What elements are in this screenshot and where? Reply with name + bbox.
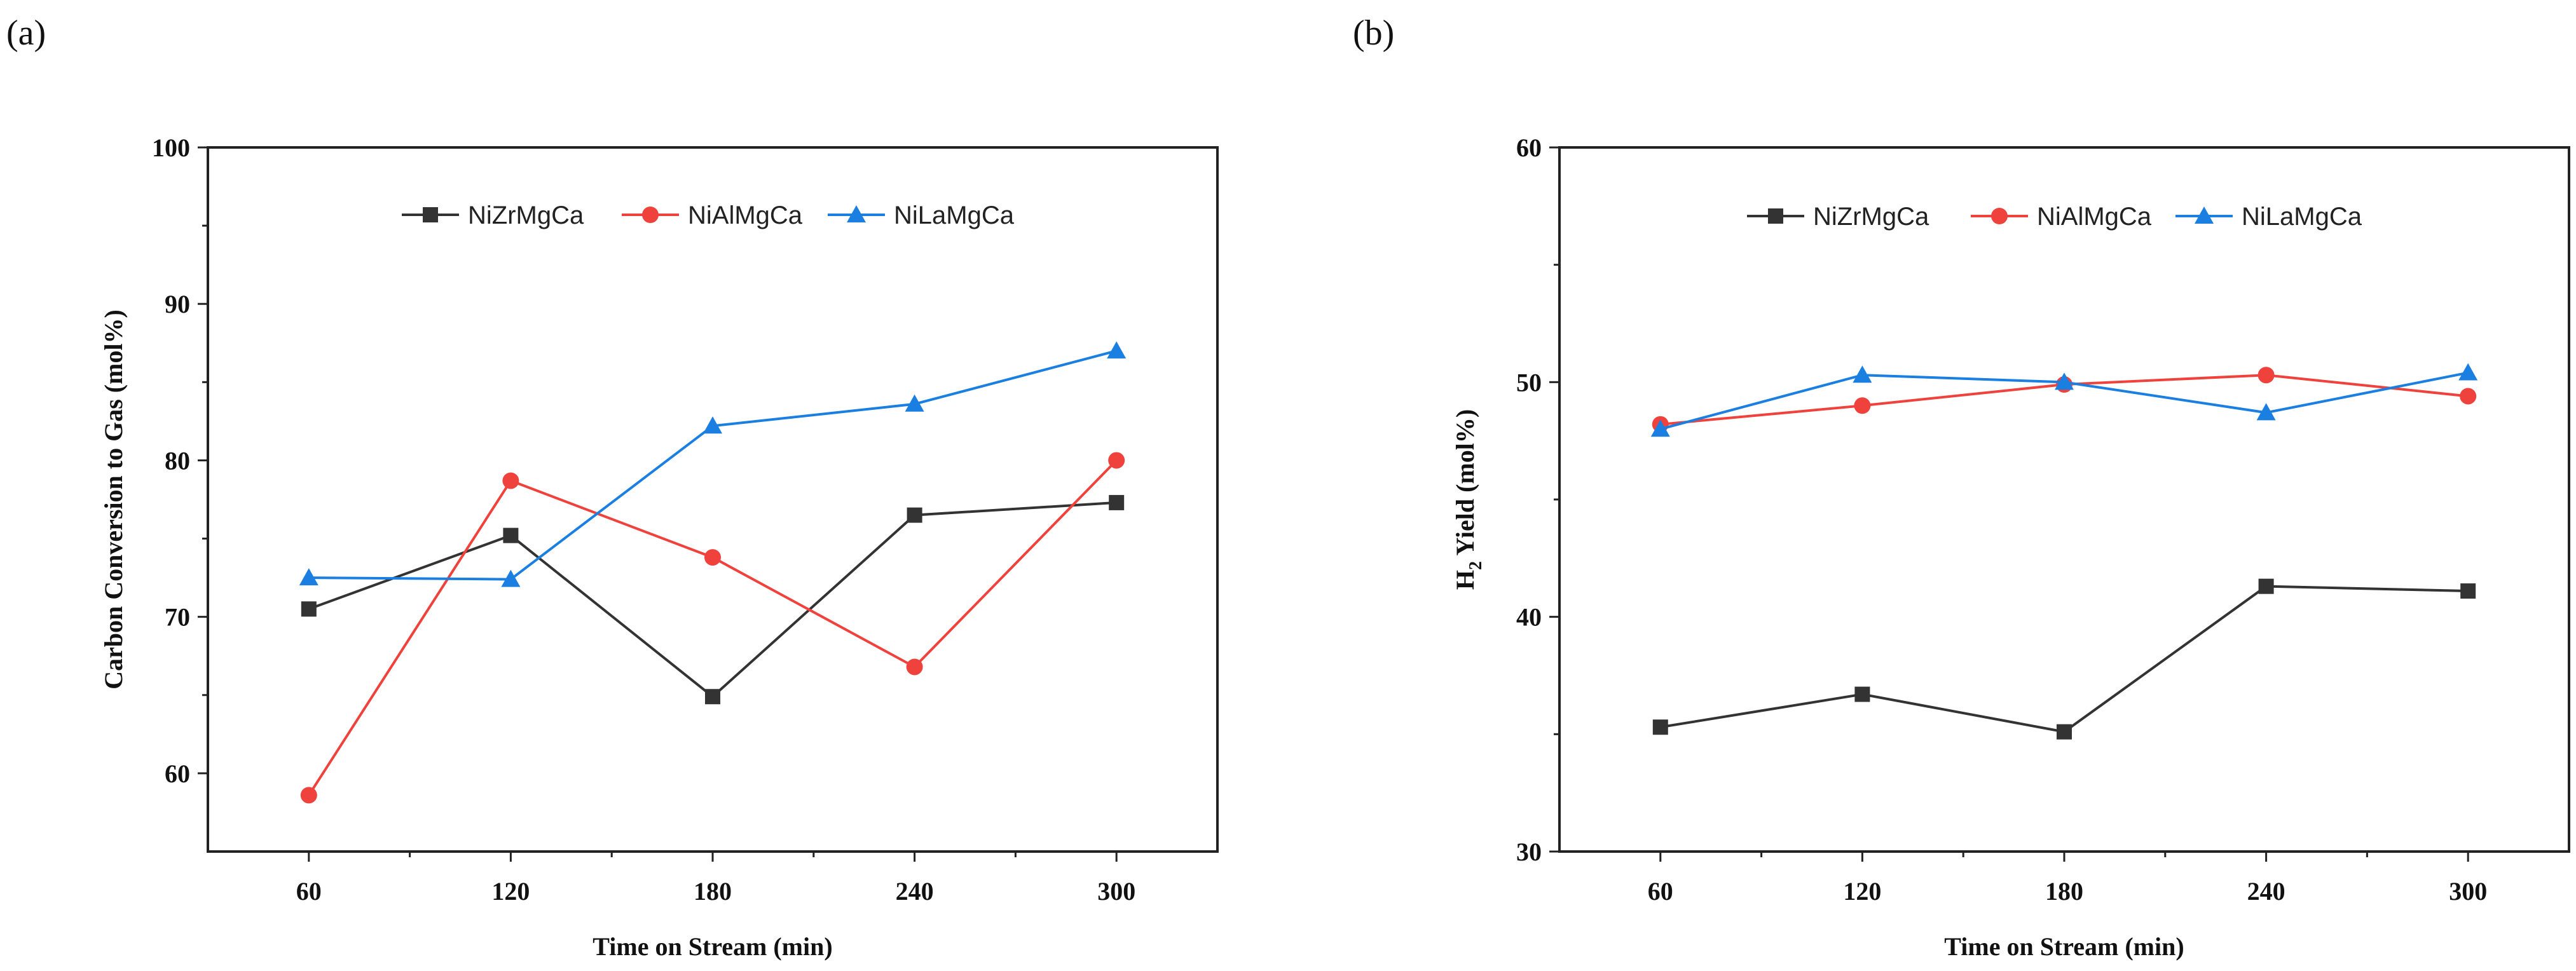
legend-marker-NiZrMgCa <box>1768 208 1783 224</box>
legend-marker-NiLaMgCa <box>2195 207 2214 224</box>
y-tick-label: 70 <box>165 603 190 632</box>
y-tick-label: 90 <box>165 290 190 318</box>
data-point-NiAlMgCa <box>704 549 721 566</box>
panel-b: (b) 60 120 180 240 300 30 40 50 60 NiZrMgCa NiAlMg… <box>1353 13 2570 961</box>
panel-label: (a) <box>6 13 46 53</box>
data-point-NiZrMgCa <box>2258 578 2274 594</box>
plot-area-b: 60 120 180 240 300 30 40 50 60 NiZrMgCa NiAlMgCa Ni… <box>1516 133 2570 906</box>
x-axis-title: Time on Stream (min) <box>1944 932 2184 961</box>
x-tick-label: 60 <box>296 877 322 906</box>
y-title-rest: Yield (mol%) <box>1451 409 1479 561</box>
legend-marker-NiZrMgCa <box>423 207 438 222</box>
data-point-NiZrMgCa <box>1109 494 1125 510</box>
x-tick-label: 240 <box>896 877 934 906</box>
data-point-NiLaMgCa <box>2256 403 2276 421</box>
x-tick-label: 180 <box>2045 877 2083 906</box>
data-point-NiLaMgCa <box>501 569 521 587</box>
y-tick-label: 80 <box>165 446 190 475</box>
plot-frame <box>207 146 1219 853</box>
legend-label-NiZrMgCa: NiZrMgCa <box>1813 203 1929 231</box>
y-tick-label: 50 <box>1516 368 1542 397</box>
data-point-NiLaMgCa <box>703 416 722 434</box>
data-point-NiZrMgCa <box>301 601 317 617</box>
y-axis-title: Carbon Conversion to Gas (mol%) <box>99 309 128 689</box>
data-point-NiLaMgCa <box>2055 372 2074 390</box>
x-axis-title: Time on Stream (min) <box>593 932 832 961</box>
y-tick-label: 30 <box>1516 838 1542 866</box>
legend-label-NiLaMgCa: NiLaMgCa <box>2242 203 2362 231</box>
plot-area-a: 60 120 180 240 300 60 70 80 90 100 NiZrMgCa NiAlMgC… <box>152 133 1219 906</box>
data-point-NiLaMgCa <box>2458 363 2478 381</box>
data-point-NiAlMgCa <box>502 472 519 489</box>
y-title-main: H <box>1451 570 1479 590</box>
y-axis-title: H2 Yield (mol%) <box>1451 409 1486 590</box>
legend-label-NiAlMgCa: NiAlMgCa <box>688 201 803 229</box>
y-tick-label: 40 <box>1516 603 1542 632</box>
y-tick-label: 100 <box>152 133 190 162</box>
series-line-NiZrMgCa <box>1660 585 2469 733</box>
legend-marker-NiLaMgCa <box>847 205 866 222</box>
data-point-NiAlMgCa <box>2257 367 2275 384</box>
panel-a: (a) 60 120 180 240 300 60 70 80 90 100 NiZrMgCa NiA… <box>6 13 1219 961</box>
legend-marker-NiAlMgCa <box>1991 208 2008 224</box>
legend-marker-NiAlMgCa <box>642 207 659 223</box>
data-point-NiLaMgCa <box>299 568 319 586</box>
x-tick-label: 300 <box>1097 877 1135 906</box>
data-point-NiLaMgCa <box>905 394 924 412</box>
data-point-NiZrMgCa <box>2460 583 2476 599</box>
legend-label-NiAlMgCa: NiAlMgCa <box>2037 203 2152 231</box>
x-tick-label: 120 <box>491 877 530 906</box>
x-tick-label: 240 <box>2247 877 2285 906</box>
series-line-NiLaMgCa <box>308 350 1117 581</box>
x-tick-label: 180 <box>694 877 732 906</box>
data-point-NiAlMgCa <box>906 658 923 676</box>
data-point-NiZrMgCa <box>2057 724 2072 740</box>
data-point-NiZrMgCa <box>1854 686 1870 702</box>
data-point-NiZrMgCa <box>503 527 519 543</box>
data-point-NiAlMgCa <box>300 787 317 804</box>
x-tick-label: 120 <box>1843 877 1881 906</box>
legend-label-NiZrMgCa: NiZrMgCa <box>468 201 584 229</box>
data-point-NiAlMgCa <box>1108 452 1125 469</box>
y-tick-label: 60 <box>165 759 190 788</box>
panel-label: (b) <box>1353 13 1394 53</box>
data-point-NiZrMgCa <box>907 507 922 523</box>
data-point-NiAlMgCa <box>2460 388 2477 405</box>
plot-frame <box>1558 146 2570 853</box>
data-point-NiLaMgCa <box>1107 341 1127 359</box>
x-tick-label: 60 <box>1648 877 1673 906</box>
data-point-NiZrMgCa <box>1652 719 1668 735</box>
y-tick-label: 60 <box>1516 133 1542 162</box>
legend-label-NiLaMgCa: NiLaMgCa <box>894 201 1015 229</box>
data-point-NiLaMgCa <box>1650 419 1670 437</box>
y-title-subscript: 2 <box>1466 561 1486 570</box>
data-point-NiAlMgCa <box>1854 397 1871 414</box>
series-line-NiZrMgCa <box>308 501 1117 698</box>
data-point-NiZrMgCa <box>705 689 720 705</box>
x-tick-label: 300 <box>2449 877 2487 906</box>
data-point-NiLaMgCa <box>1853 365 1872 383</box>
